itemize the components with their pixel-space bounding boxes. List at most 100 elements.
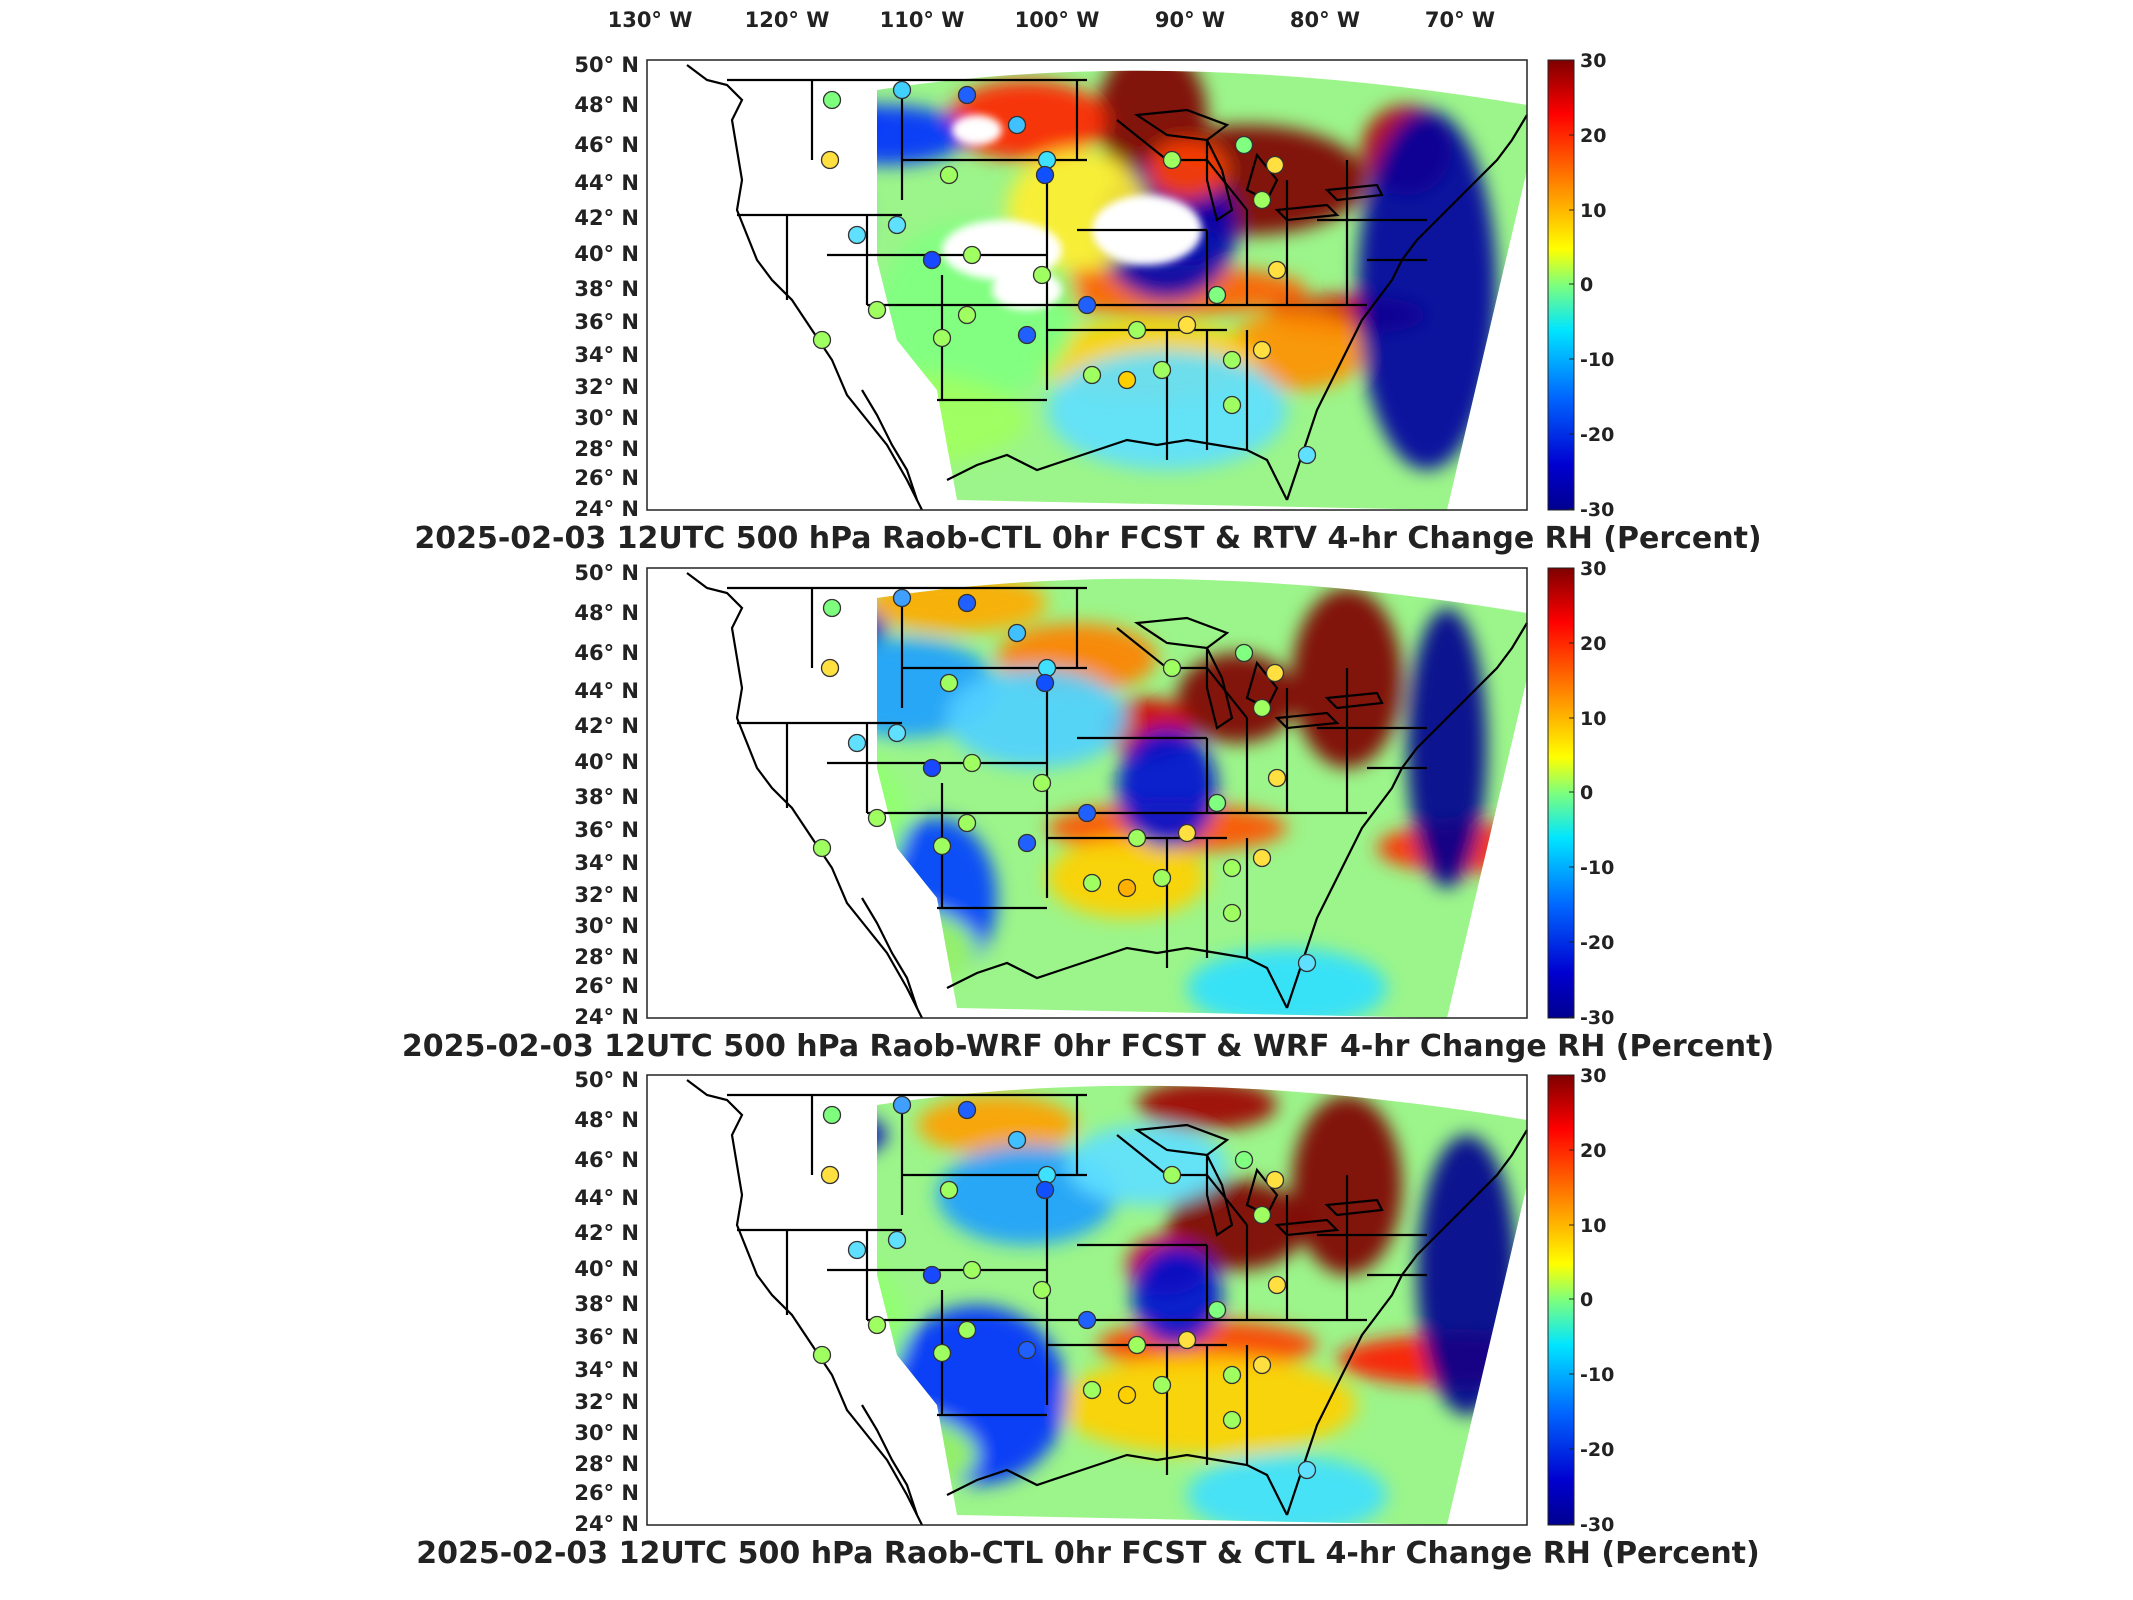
station-marker — [820, 1165, 840, 1185]
station-marker — [1035, 1180, 1055, 1200]
station-marker — [1222, 903, 1242, 923]
station-marker — [1082, 1380, 1102, 1400]
lon-label: 80° W — [1290, 8, 1360, 32]
lat-label: 24° N — [574, 1512, 639, 1536]
station-marker — [1252, 1355, 1272, 1375]
station-marker — [1037, 150, 1057, 170]
station-marker — [1252, 698, 1272, 718]
lat-label: 46° N — [574, 133, 639, 157]
lat-label: 26° N — [574, 974, 639, 998]
colorbar-tick-label: 0 — [1580, 1289, 1593, 1311]
lat-label: 36° N — [574, 818, 639, 842]
station-marker — [1252, 848, 1272, 868]
station-marker — [1017, 833, 1037, 853]
station-marker — [892, 80, 912, 100]
station-marker — [1037, 1165, 1057, 1185]
lat-label: 42° N — [574, 714, 639, 738]
station-marker — [1152, 868, 1172, 888]
lat-label: 44° N — [574, 679, 639, 703]
station-marker — [922, 1265, 942, 1285]
station-marker — [1267, 260, 1287, 280]
map-panel: 50° N 48° N 46° N 44° N 42° N 40° N 38° N 36° N… — [414, 50, 1761, 556]
lat-label: 46° N — [574, 1148, 639, 1172]
map-area — [646, 567, 1528, 1019]
station-marker — [1162, 658, 1182, 678]
station-marker — [1117, 370, 1137, 390]
station-marker — [867, 1315, 887, 1335]
station-marker — [1207, 793, 1227, 813]
station-marker — [1252, 190, 1272, 210]
station-marker — [1152, 360, 1172, 380]
station-marker — [1007, 115, 1027, 135]
station-marker — [820, 658, 840, 678]
state-boundaries — [686, 1079, 1528, 1526]
panel-title: 2025-02-03 12UTC 500 hPa Raob-CTL 0hr FC… — [414, 521, 1761, 556]
colorbar-tick-label: -30 — [1580, 1514, 1614, 1536]
station-marker — [1177, 1330, 1197, 1350]
lat-label: 40° N — [574, 750, 639, 774]
station-marker — [1265, 663, 1285, 683]
station-marker — [1127, 1335, 1147, 1355]
panel-title: 2025-02-03 12UTC 500 hPa Raob-WRF 0hr FC… — [402, 1029, 1774, 1064]
colorbar-tick-label: -30 — [1580, 1007, 1614, 1029]
station-marker — [1152, 1375, 1172, 1395]
station-marker — [887, 723, 907, 743]
colorbar-tick-label: 20 — [1580, 1140, 1606, 1162]
station-marker — [1222, 350, 1242, 370]
station-marker — [1234, 1150, 1254, 1170]
station-marker — [1117, 878, 1137, 898]
lat-label: 34° N — [574, 1358, 639, 1382]
station-marker — [892, 1095, 912, 1115]
colorbar-tick-label: -10 — [1580, 857, 1614, 879]
colorbar-tick-label: 20 — [1580, 125, 1606, 147]
station-marker — [957, 1100, 977, 1120]
station-marker — [962, 245, 982, 265]
lat-label: 46° N — [574, 641, 639, 665]
state-boundaries — [686, 64, 1528, 511]
station-marker — [812, 1345, 832, 1365]
station-marker — [1077, 295, 1097, 315]
station-marker — [822, 90, 842, 110]
lat-label: 48° N — [574, 1108, 639, 1132]
lat-label: 26° N — [574, 1481, 639, 1505]
colorbar-tick-label: 20 — [1580, 633, 1606, 655]
station-marker — [1177, 823, 1197, 843]
lat-label: 32° N — [574, 375, 639, 399]
colorbar: 30 20 10 0 -10 -20 -30 — [1547, 558, 1614, 1029]
lat-label: 34° N — [574, 851, 639, 875]
station-marker — [1117, 1385, 1137, 1405]
lat-label: 48° N — [574, 601, 639, 625]
lat-label: 44° N — [574, 1186, 639, 1210]
station-marker — [957, 813, 977, 833]
station-marker — [1007, 623, 1027, 643]
station-marker — [922, 758, 942, 778]
map-frame — [646, 567, 1528, 1019]
raob-stations — [812, 1095, 1317, 1480]
lat-label: 42° N — [574, 1221, 639, 1245]
lon-label: 90° W — [1155, 8, 1225, 32]
colorbar-tick-label: 30 — [1580, 558, 1606, 580]
station-marker — [1252, 340, 1272, 360]
station-marker — [867, 300, 887, 320]
lat-label: 50° N — [574, 561, 639, 585]
station-marker — [820, 150, 840, 170]
map-panel: 50° N 48° N 46° N 44° N 42° N 40° N 38° N 36° N… — [416, 1065, 1759, 1571]
colorbar-tick-label: 10 — [1580, 708, 1606, 730]
lat-label: 38° N — [574, 785, 639, 809]
station-marker — [822, 1105, 842, 1125]
station-marker — [1297, 445, 1317, 465]
station-marker — [1267, 1275, 1287, 1295]
station-marker — [1037, 658, 1057, 678]
lat-label: 38° N — [574, 277, 639, 301]
station-marker — [957, 85, 977, 105]
station-marker — [939, 165, 959, 185]
state-boundaries — [686, 572, 1528, 1019]
station-marker — [1127, 320, 1147, 340]
lon-label: 100° W — [1015, 8, 1100, 32]
station-marker — [812, 330, 832, 350]
station-marker — [1234, 643, 1254, 663]
colorbar: 30 20 10 0 -10 -20 -30 — [1547, 50, 1614, 521]
lat-label: 38° N — [574, 1292, 639, 1316]
lat-label: 44° N — [574, 171, 639, 195]
lat-label: 50° N — [574, 53, 639, 77]
